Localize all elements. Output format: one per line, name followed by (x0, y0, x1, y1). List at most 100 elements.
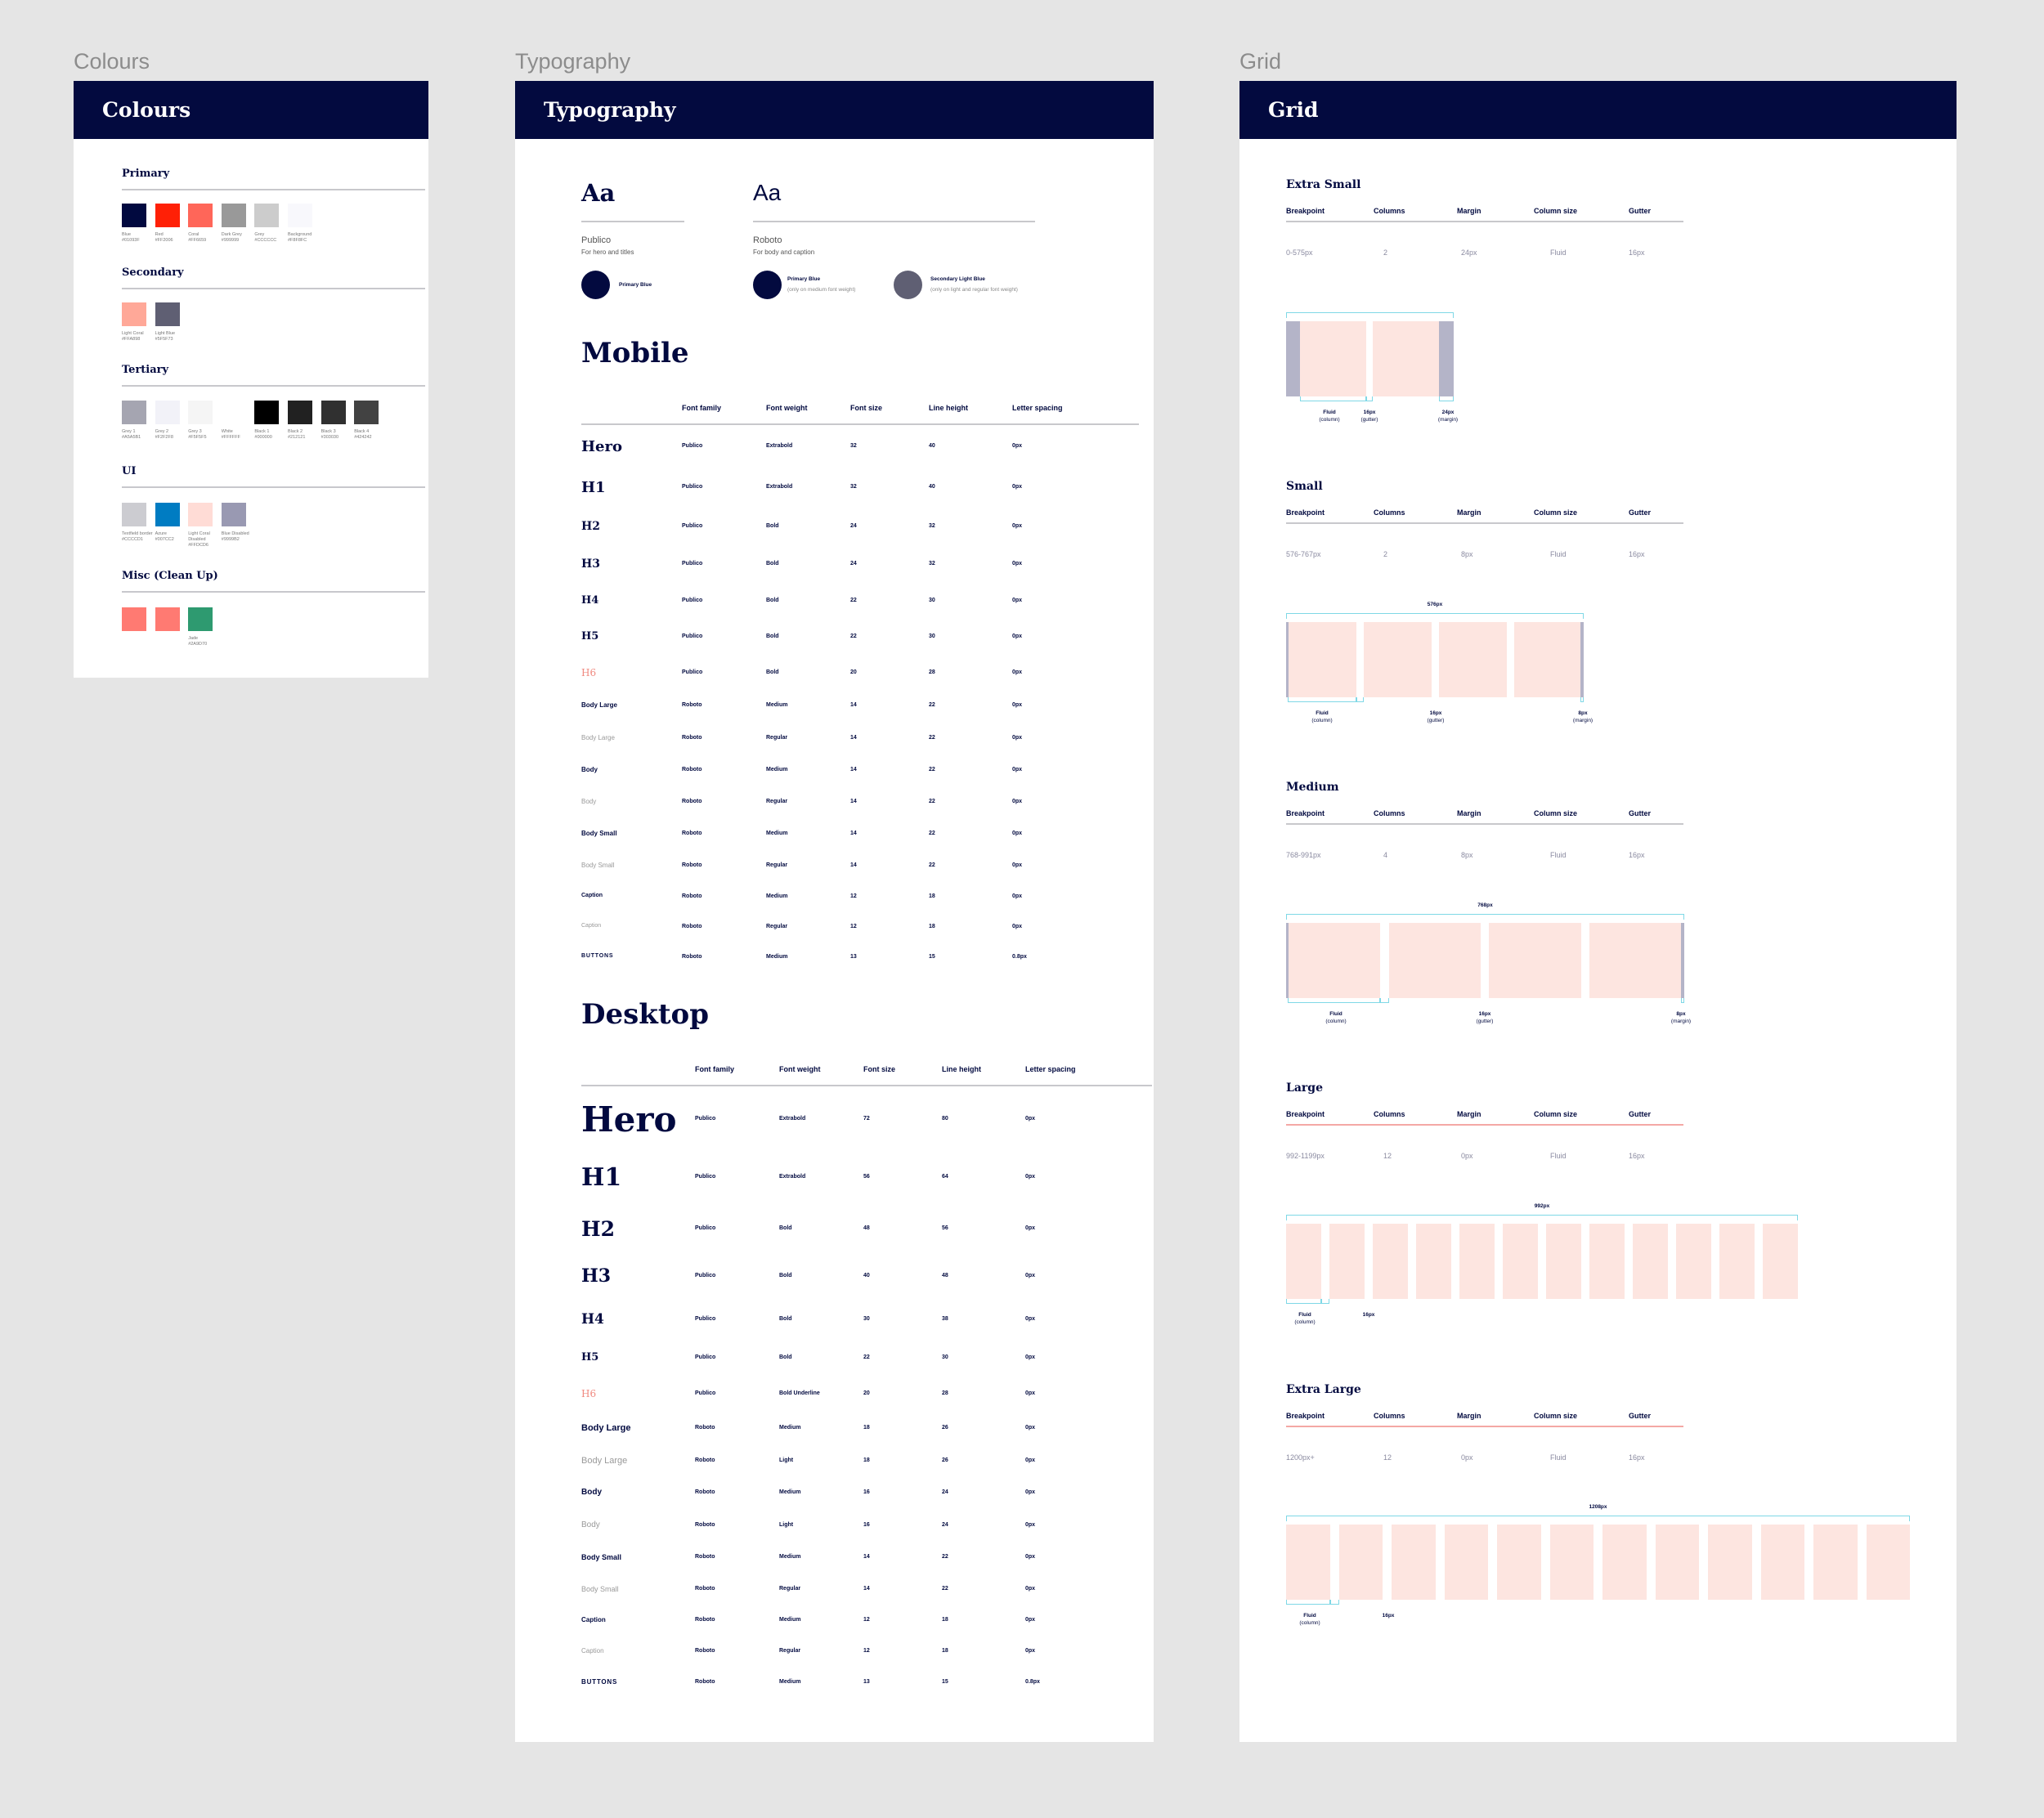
type-row-label: Caption (581, 893, 603, 898)
colour-swatch-name: Light Blue (155, 331, 176, 336)
grid-table-value: 0-575px (1286, 249, 1313, 257)
type-row-line: 18 (929, 893, 935, 899)
grid-table-value: 8px (1461, 851, 1473, 859)
grid-table-value: 12 (1383, 1453, 1392, 1462)
colour-swatch (221, 401, 246, 424)
grid-column (1866, 1525, 1910, 1600)
colour-swatch-label: Blue Disabled #9999B2 (222, 531, 254, 543)
type-table-header: Font weight (779, 1065, 821, 1073)
grid-width-bracket (1286, 1516, 1910, 1521)
colour-swatch-label: Grey 2 #F2F2F8 (155, 429, 188, 441)
type-row-label: H4 (581, 594, 599, 607)
type-row-line: 22 (929, 831, 935, 836)
colour-swatch-label: Azure #007CC2 (155, 531, 188, 543)
type-row-line: 38 (942, 1316, 948, 1322)
type-row-spacing: 0.8px (1025, 1679, 1040, 1685)
type-row-line: 40 (929, 484, 935, 490)
colour-section-title: Misc (Clean Up) (122, 570, 218, 582)
type-row-line: 28 (942, 1390, 948, 1396)
type-table-divider (581, 1085, 1152, 1086)
type-row-weight: Bold (779, 1273, 792, 1278)
type-row-size: 13 (850, 954, 857, 960)
grid-table-value: 16px (1629, 1152, 1645, 1160)
colours-frame-label: Colours (74, 49, 150, 74)
grid-table-header: Column size (1534, 809, 1578, 817)
colour-section-divider (122, 288, 425, 289)
colour-swatch (155, 302, 180, 326)
type-row-label: Body Large (581, 701, 618, 709)
grid-dimension-label: 16px (1363, 1311, 1375, 1319)
colour-swatch (155, 401, 180, 424)
type-row-family: Publico (682, 561, 703, 566)
type-row-label: Body Large (581, 1423, 631, 1433)
colour-swatch-hex: #F8F8FC (288, 238, 307, 243)
colours-header: Colours (74, 81, 428, 139)
grid-dimension-label-line: 16px (1478, 1011, 1491, 1017)
colour-swatch (155, 503, 180, 526)
colour-swatch-hex: #5F5F73 (155, 337, 173, 342)
colour-swatch-hex: #F2F2F8 (155, 435, 173, 440)
desktop-title: Desktop (581, 998, 709, 1031)
grid-width-label: 992px (1534, 1203, 1550, 1209)
grid-gutter-bracket (1321, 1299, 1329, 1304)
publico-desc: For hero and titles (581, 249, 634, 256)
type-row-spacing: 0px (1025, 1390, 1036, 1396)
grid-column (1589, 923, 1681, 998)
type-row-size: 20 (850, 669, 857, 675)
type-row-size: 14 (863, 1554, 870, 1560)
grid-table-value: 12 (1383, 1152, 1392, 1160)
grid-column (1633, 1224, 1668, 1299)
type-row-weight: Bold (766, 561, 779, 566)
roboto-name: Roboto (753, 235, 782, 245)
type-table-divider (581, 423, 1139, 425)
colour-swatch (122, 204, 146, 227)
type-row-family: Publico (682, 598, 703, 603)
grid-width-label: 576px (1427, 602, 1443, 607)
colour-swatch-hex: #303030 (320, 435, 339, 440)
grid-frame-label: Grid (1239, 49, 1282, 74)
colour-swatch (122, 503, 146, 526)
type-row-size: 32 (850, 443, 857, 449)
colour-swatch-label: Black 3 #303030 (321, 429, 354, 441)
type-row-family: Publico (682, 669, 703, 675)
grid-dimension-label: 16px (gutter) (1428, 710, 1445, 724)
grid-column (1439, 622, 1507, 697)
type-row-line: 22 (929, 862, 935, 868)
colour-swatch-label: Black 1 #000000 (254, 429, 287, 441)
grid-dimension-label-line: 8px (1676, 1011, 1686, 1017)
colour-swatch (122, 302, 146, 326)
type-row-label: H1 (581, 1163, 622, 1192)
type-row-weight: Extrabold (766, 443, 793, 449)
colour-swatch (221, 503, 246, 526)
type-row-spacing: 0.8px (1012, 954, 1027, 960)
grid-column (1338, 1525, 1383, 1600)
type-row-line: 26 (942, 1458, 948, 1463)
grid-dimension-label-line: Fluid (1329, 1011, 1342, 1017)
grid-gutter-bracket (1356, 697, 1364, 702)
colour-section-divider (122, 385, 425, 387)
type-row-label: Body Small (581, 830, 617, 837)
type-row-weight: Bold (779, 1225, 792, 1231)
grid-table-header: Breakpoint (1286, 207, 1325, 215)
type-row-family: Roboto (695, 1554, 715, 1560)
type-row-size: 22 (850, 634, 857, 639)
grid-gutter-bracket (1329, 1600, 1339, 1605)
colour-swatch-label: Textfield border #CCCCD1 (122, 531, 155, 543)
grid-column-bracket (1286, 1600, 1330, 1605)
type-row-label: H3 (581, 1265, 612, 1287)
grid-dimension-label: Fluid (column) (1319, 409, 1339, 423)
grid-table-header: Columns (1374, 207, 1405, 215)
type-row-weight: Medium (779, 1679, 801, 1685)
grid-column (1760, 1525, 1804, 1600)
grid-table-header: Breakpoint (1286, 1412, 1325, 1420)
type-row-label: H5 (581, 1351, 599, 1364)
grid-table-value: 16px (1629, 851, 1645, 859)
colour-swatch-hex: #FFFFFF (221, 435, 241, 440)
colour-swatch-hex: #424242 (354, 435, 372, 440)
type-row-weight: Medium (766, 767, 788, 772)
type-row-weight: Light (779, 1522, 794, 1528)
type-row-spacing: 0px (1025, 1316, 1036, 1322)
grid-gutter-bracket (1366, 396, 1373, 401)
type-row-spacing: 0px (1025, 1554, 1036, 1560)
colour-swatch-name: Azure (155, 531, 167, 536)
